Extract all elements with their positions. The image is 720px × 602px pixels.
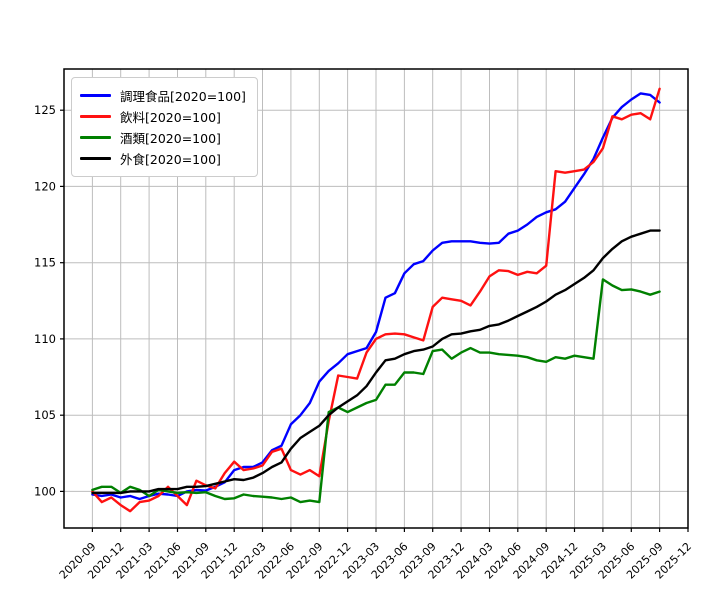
legend-line-swatch [80,94,111,97]
y-tick-label: 120 [34,179,56,193]
legend-label: 調理食品[2020=100] [120,89,246,104]
legend-item-prepared-foods: 調理食品[2020=100] [80,85,246,106]
series-line-dining-out [91,229,661,495]
y-tick-labels: 100 105 110 115 120 125 [34,103,56,498]
legend-line-swatch [80,115,111,118]
legend-line-swatch [80,136,111,139]
legend-item-dining-out: 外食[2020=100] [80,148,246,169]
y-tick-label: 110 [34,332,56,346]
y-tick-label: 100 [34,484,56,498]
legend: 調理食品[2020=100] 飲料[2020=100] 酒類[2020=100] 外食… [71,77,258,177]
legend-item-alcoholic-beverages: 酒類[2020=100] [80,127,246,148]
legend-label: 飲料[2020=100] [120,110,221,125]
legend-line-swatch [80,157,111,160]
legend-label: 酒類[2020=100] [120,131,221,146]
legend-item-beverages: 飲料[2020=100] [80,106,246,127]
series-line-beverages [91,87,661,513]
y-tick-label: 125 [34,103,56,117]
tick-marks [60,109,689,532]
legend-label: 外食[2020=100] [120,152,221,167]
series-line-alcoholic-beverages [91,278,661,504]
y-tick-label: 105 [34,408,56,422]
series-lines [91,87,661,513]
y-tick-label: 115 [34,256,56,270]
